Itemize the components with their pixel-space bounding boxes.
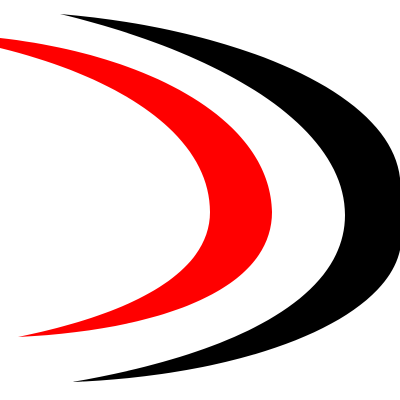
outer-black-arc xyxy=(60,14,400,382)
inner-red-arc xyxy=(0,38,272,337)
